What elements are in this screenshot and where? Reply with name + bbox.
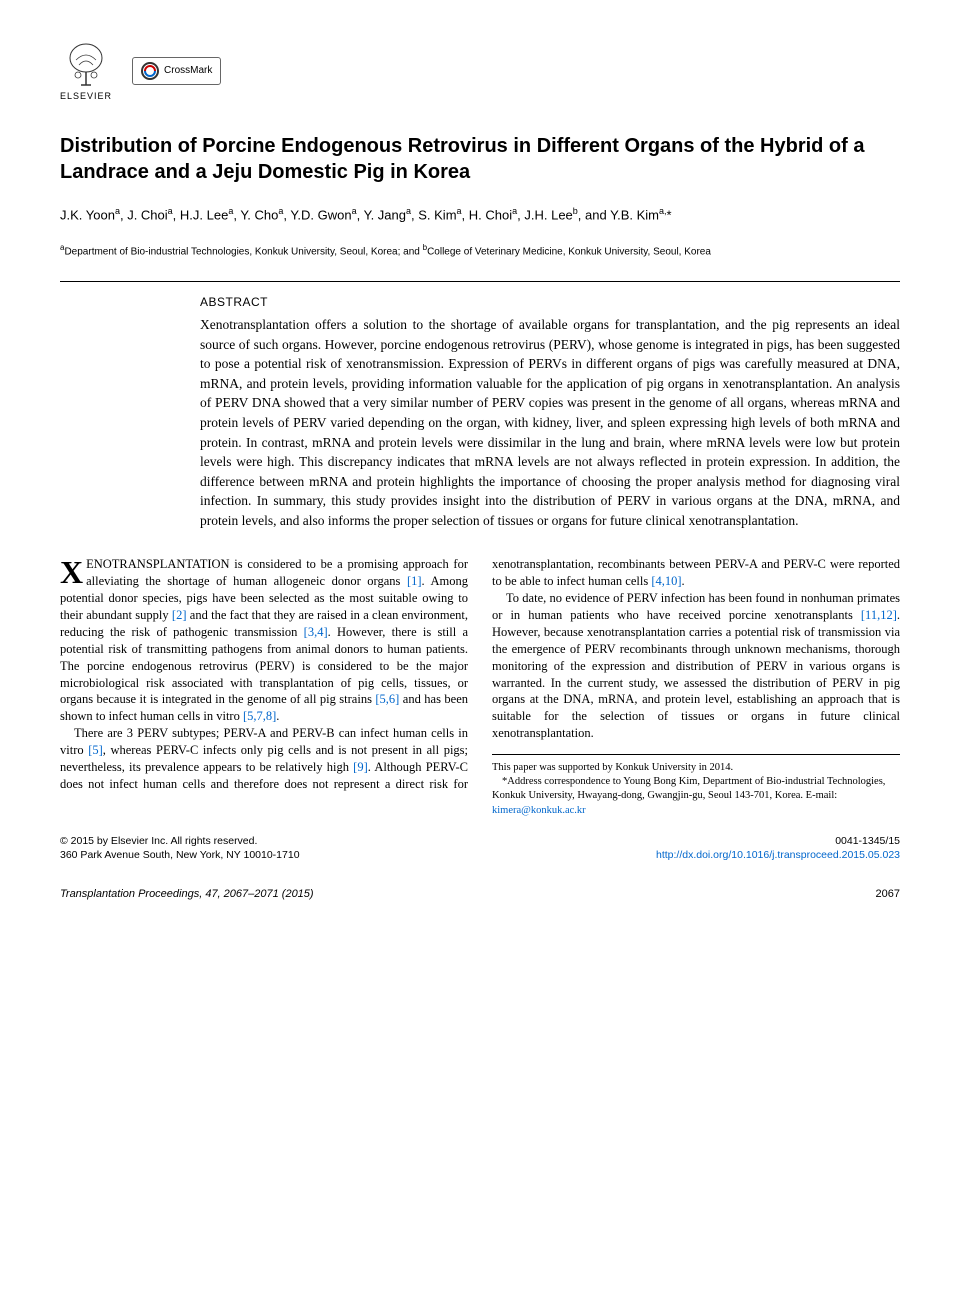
elsevier-logo: ELSEVIER xyxy=(60,40,112,103)
footnote-block: This paper was supported by Konkuk Unive… xyxy=(492,754,900,818)
publisher-address: 360 Park Avenue South, New York, NY 1001… xyxy=(60,848,300,863)
divider-line xyxy=(60,281,900,282)
copyright: © 2015 by Elsevier Inc. All rights reser… xyxy=(60,834,300,849)
affiliations: aDepartment of Bio-industrial Technologi… xyxy=(60,242,900,259)
footer-left: © 2015 by Elsevier Inc. All rights reser… xyxy=(60,834,300,863)
footer-right: 0041-1345/15 http://dx.doi.org/10.1016/j… xyxy=(656,834,900,863)
ref-link[interactable]: [2] xyxy=(172,608,187,622)
crossmark-icon xyxy=(141,62,159,80)
abstract-block: ABSTRACT Xenotransplantation offers a so… xyxy=(200,294,900,530)
issn: 0041-1345/15 xyxy=(656,834,900,849)
ref-link[interactable]: [5,7,8] xyxy=(243,709,276,723)
email-link[interactable]: kimera@konkuk.ac.kr xyxy=(492,805,586,816)
article-body: XENOTRANSPLANTATION is considered to be … xyxy=(60,556,900,817)
author-list: J.K. Yoona, J. Choia, H.J. Leea, Y. Choa… xyxy=(60,205,900,225)
page-number: 2067 xyxy=(876,887,900,902)
ref-link[interactable]: [5] xyxy=(88,743,103,757)
ref-link[interactable]: [9] xyxy=(353,760,368,774)
elsevier-tree-icon xyxy=(61,40,111,90)
abstract-heading: ABSTRACT xyxy=(200,294,900,311)
journal-line: Transplantation Proceedings, 47, 2067–20… xyxy=(60,887,900,902)
article-title: Distribution of Porcine Endogenous Retro… xyxy=(60,133,900,185)
paragraph-3: To date, no evidence of PERV infection h… xyxy=(492,590,900,742)
publisher-name: ELSEVIER xyxy=(60,90,112,103)
crossmark-label: CrossMark xyxy=(164,64,212,78)
abstract-text: Xenotransplantation offers a solution to… xyxy=(200,315,900,530)
page-footer: © 2015 by Elsevier Inc. All rights reser… xyxy=(60,834,900,863)
funding-note: This paper was supported by Konkuk Unive… xyxy=(492,761,900,775)
doi-link[interactable]: http://dx.doi.org/10.1016/j.transproceed… xyxy=(656,849,900,861)
header-row: ELSEVIER CrossMark xyxy=(60,40,900,103)
dropcap: X xyxy=(60,556,86,587)
ref-link[interactable]: [1] xyxy=(407,574,422,588)
ref-link[interactable]: [3,4] xyxy=(304,625,328,639)
ref-link[interactable]: [5,6] xyxy=(375,692,399,706)
ref-link[interactable]: [11,12] xyxy=(861,608,897,622)
crossmark-badge[interactable]: CrossMark xyxy=(132,57,221,85)
paragraph-1: XENOTRANSPLANTATION is considered to be … xyxy=(60,556,468,725)
correspondence-note: *Address correspondence to Young Bong Ki… xyxy=(492,775,900,818)
ref-link[interactable]: [4,10] xyxy=(651,574,681,588)
journal-citation: Transplantation Proceedings, 47, 2067–20… xyxy=(60,887,314,902)
